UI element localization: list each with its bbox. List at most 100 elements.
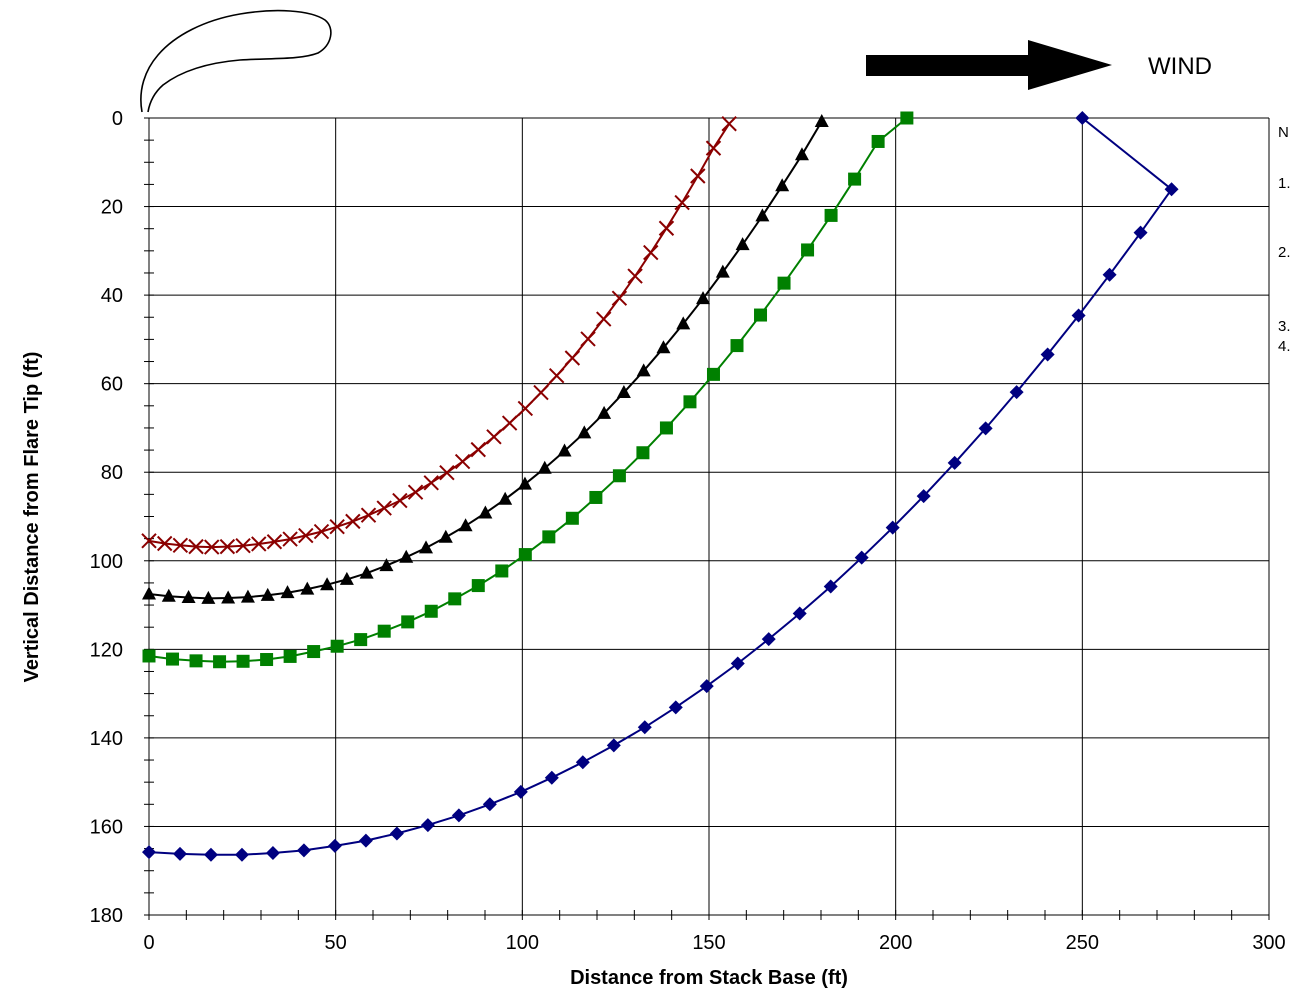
data-point-triangle [616, 385, 631, 399]
data-point-square [683, 395, 697, 409]
data-point-x [329, 518, 345, 535]
data-point-triangle [636, 363, 651, 377]
y-tick-label: 140 [90, 728, 123, 750]
data-point-x [501, 415, 518, 431]
data-point-square [283, 649, 297, 663]
data-point-x [156, 535, 173, 552]
data-point-square [471, 579, 485, 593]
data-point-diamond [1164, 182, 1179, 197]
data-point-square [777, 276, 791, 290]
data-point-square [401, 615, 415, 629]
data-point-x [219, 538, 236, 555]
data-point-square [495, 564, 509, 578]
data-point-triangle [696, 291, 711, 305]
data-point-x [235, 538, 251, 554]
data-point-diamond [947, 455, 962, 470]
data-point-diamond [761, 632, 776, 647]
data-point-x [345, 513, 361, 530]
data-point-square [636, 446, 650, 460]
series-square [142, 111, 914, 669]
data-point-triangle [339, 571, 354, 585]
data-point-diamond [265, 846, 280, 861]
data-point-diamond [172, 846, 187, 861]
data-point-triangle [557, 443, 572, 457]
data-point-diamond [420, 818, 435, 833]
data-point-triangle [438, 529, 453, 543]
series-line [148, 117, 908, 663]
data-point-x [313, 523, 330, 540]
data-point-x [533, 384, 549, 401]
x-tick-label: 200 [879, 932, 912, 954]
chart-grid [148, 117, 1270, 916]
data-point-triangle [656, 340, 671, 354]
y-tick-label: 80 [101, 462, 123, 484]
data-point-square [730, 339, 744, 353]
data-point-triangle [359, 565, 374, 579]
y-tick-label: 20 [101, 197, 123, 219]
data-point-x [690, 168, 706, 184]
data-point-triangle [419, 540, 434, 554]
data-point-triangle [260, 587, 275, 601]
data-point-triangle [161, 588, 176, 602]
data-point-square [354, 633, 368, 647]
data-point-square [166, 652, 180, 666]
data-point-triangle [794, 147, 809, 161]
data-point-square [659, 421, 673, 435]
data-point-x [596, 311, 612, 327]
x-tick-label: 300 [1252, 932, 1285, 954]
data-point-square [260, 653, 274, 667]
data-point-x [580, 331, 596, 347]
data-point-square [848, 172, 862, 186]
series-line [148, 117, 1173, 856]
data-point-triangle [537, 460, 552, 474]
data-point-square [589, 490, 603, 504]
flame-outline-icon [140, 9, 332, 113]
wind-label: WIND [1148, 53, 1212, 80]
data-point-square [542, 530, 556, 544]
data-point-diamond [234, 847, 249, 862]
data-point-x [188, 538, 204, 555]
data-point-diamond [1040, 347, 1055, 362]
data-point-triangle [320, 577, 335, 591]
data-point-x [658, 220, 675, 236]
data-point-triangle [240, 589, 255, 603]
data-point-triangle [201, 590, 216, 604]
data-point-square [612, 469, 626, 483]
data-point-diamond [513, 784, 528, 799]
data-point-square [754, 308, 768, 322]
data-point-diamond [916, 489, 931, 504]
note-item-3: 3. [1278, 318, 1291, 335]
data-point-x [611, 290, 628, 306]
data-point-square [424, 604, 438, 618]
x-tick-label: 0 [143, 932, 154, 954]
data-point-square [189, 654, 203, 668]
data-point-x [204, 539, 220, 555]
data-point-square [871, 134, 885, 148]
data-point-triangle [735, 237, 750, 251]
x-tick-label: 150 [692, 932, 725, 954]
data-point-x [517, 400, 534, 417]
y-tick-label: 100 [90, 551, 123, 573]
minor-ticks [144, 117, 1270, 920]
data-point-diamond [1071, 308, 1086, 323]
data-point-triangle [280, 585, 295, 599]
data-point-diamond [885, 520, 900, 535]
data-point-square [565, 511, 579, 525]
series-diamond [142, 111, 1179, 862]
data-point-triangle [676, 316, 691, 330]
data-point-diamond [1102, 267, 1117, 282]
data-point-triangle [458, 518, 473, 532]
x-tick-label: 100 [506, 932, 539, 954]
x-axis-title: Distance from Stack Base (ft) [570, 967, 848, 989]
data-point-x [407, 484, 424, 500]
data-point-diamond [1133, 225, 1148, 240]
data-point-x [141, 533, 157, 549]
data-point-diamond [668, 700, 683, 715]
data-point-triangle [755, 208, 770, 222]
data-point-x [627, 268, 643, 284]
data-point-triangle [517, 476, 532, 490]
data-point-x [423, 475, 439, 491]
y-tick-label: 160 [90, 816, 123, 838]
data-point-x [266, 534, 283, 550]
data-point-triangle [142, 586, 156, 600]
